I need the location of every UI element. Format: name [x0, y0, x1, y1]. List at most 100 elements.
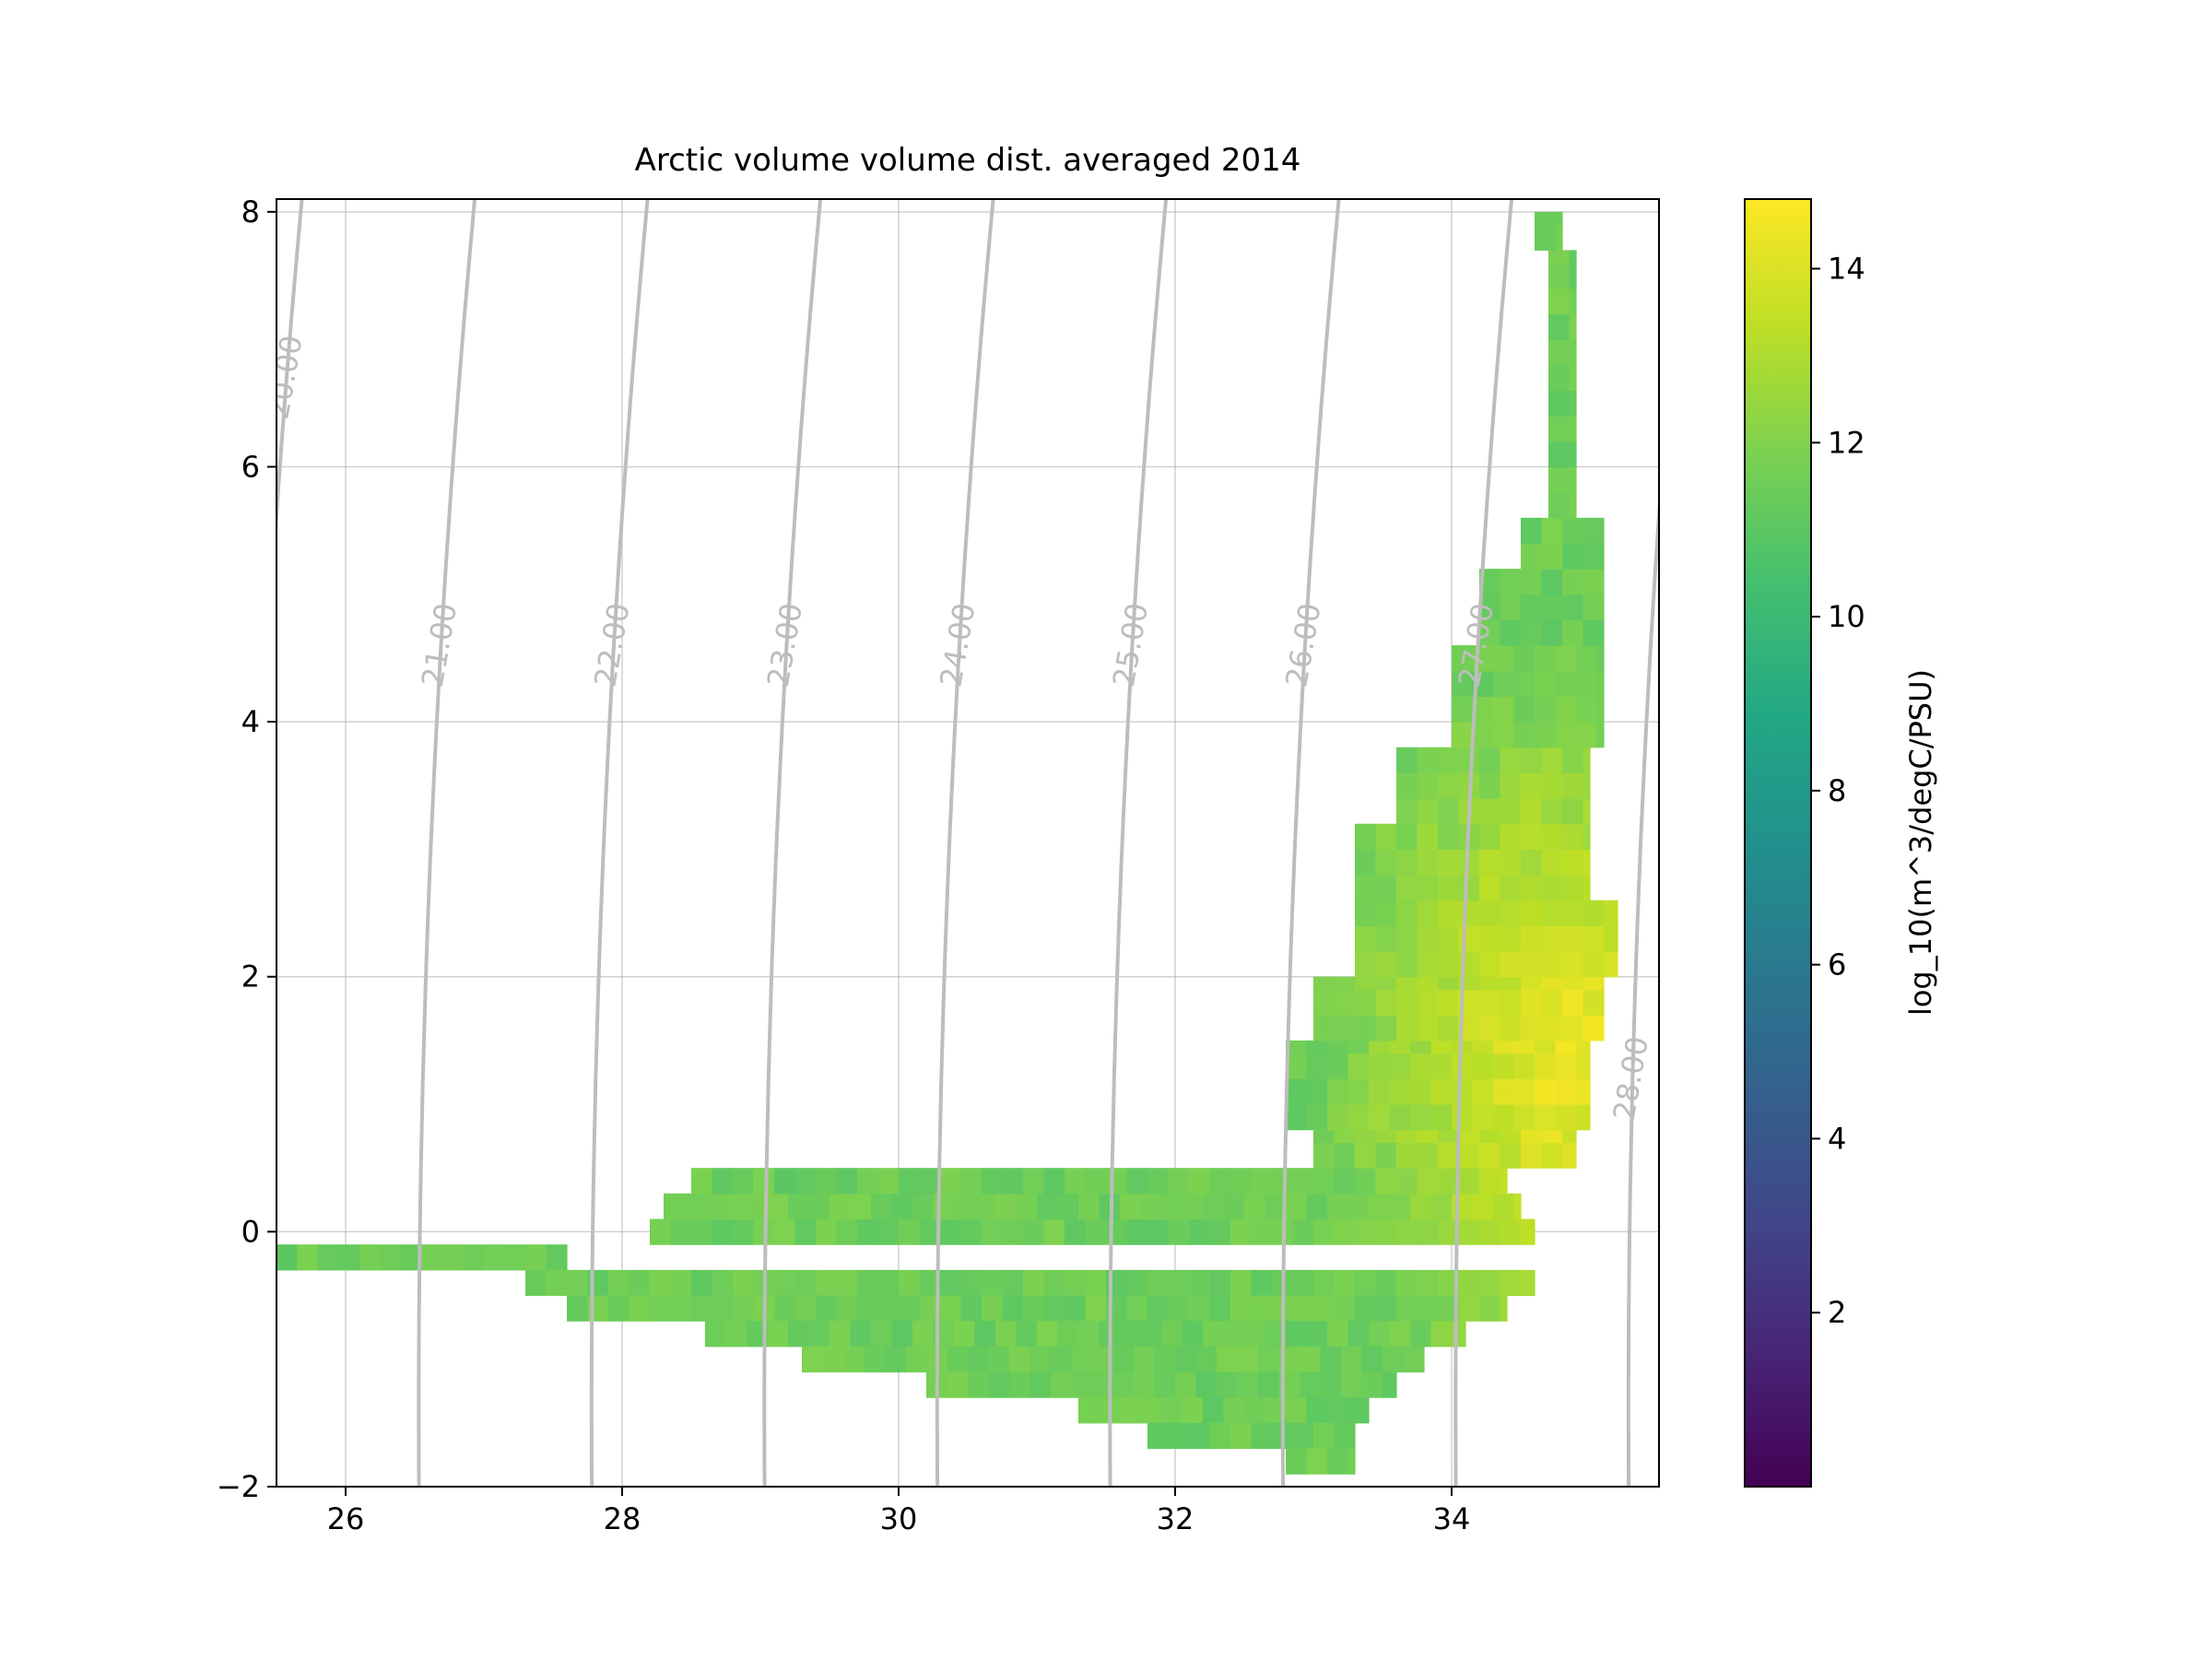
- heatmap-cell: [1334, 989, 1356, 1016]
- heatmap-cell: [857, 1269, 879, 1297]
- heatmap-cell: [960, 1218, 982, 1245]
- y-tick-label: 4: [241, 704, 260, 739]
- heatmap-cell: [1521, 989, 1543, 1016]
- heatmap-cell: [1569, 364, 1577, 392]
- heatmap-cell: [1500, 1295, 1508, 1322]
- heatmap-cell: [1555, 1053, 1577, 1079]
- heatmap-cell: [1583, 747, 1591, 774]
- heatmap-cell: [1521, 1218, 1535, 1245]
- heatmap-cell: [1430, 1321, 1453, 1347]
- heatmap-cell: [1043, 1168, 1065, 1194]
- y-axis-ticks: −2 0 2 4 6 8: [217, 194, 276, 1504]
- heatmap-cell: [857, 1168, 879, 1194]
- heatmap-cell: [1355, 1168, 1377, 1194]
- heatmap-cell: [1472, 1053, 1494, 1079]
- heatmap-cell: [1417, 1129, 1439, 1144]
- heatmap-cell: [1023, 1168, 1045, 1194]
- heatmap-cell: [1555, 645, 1577, 672]
- heatmap-cell: [1438, 976, 1460, 991]
- heatmap-cell: [1479, 1129, 1501, 1144]
- heatmap-cell: [1513, 670, 1535, 698]
- heatmap-cell: [1334, 1168, 1356, 1194]
- heatmap-cell: [1043, 1295, 1065, 1322]
- heatmap-cell: [1030, 1371, 1052, 1398]
- y-tick-label: −2: [217, 1469, 260, 1504]
- heatmap-cell: [1548, 390, 1571, 417]
- heatmap-cell: [1555, 722, 1577, 748]
- heatmap-cell: [1438, 875, 1460, 901]
- heatmap-cell: [1313, 976, 1335, 991]
- heatmap-cell: [1327, 1078, 1349, 1105]
- heatmap-cell: [1535, 224, 1557, 251]
- y-tick-label: 0: [241, 1214, 260, 1249]
- heatmap-cell: [1479, 1218, 1501, 1245]
- heatmap-cell: [1548, 288, 1571, 315]
- heatmap-cell: [1313, 989, 1335, 1016]
- heatmap-cell: [1541, 976, 1563, 991]
- heatmap-cell: [1438, 772, 1460, 799]
- heatmap-cell: [822, 1346, 844, 1373]
- heatmap-cell: [1500, 569, 1522, 595]
- heatmap-cell: [1583, 989, 1605, 1016]
- heatmap-cell: [1369, 1078, 1391, 1105]
- heatmap-cell: [1334, 1015, 1356, 1041]
- plot-frame: [276, 198, 1660, 1488]
- colorbar-tick-label: 8: [1828, 773, 1846, 808]
- heatmap-cell: [1541, 517, 1563, 545]
- heatmap-cell: [1541, 951, 1563, 978]
- heatmap-cell: [1479, 594, 1501, 621]
- heatmap-cell: [1347, 1053, 1370, 1079]
- heatmap-cell: [864, 1346, 886, 1373]
- heatmap-cell: [1396, 1142, 1418, 1169]
- heatmap-cell: [1306, 1078, 1328, 1105]
- heatmap-cell: [1493, 1053, 1515, 1079]
- heatmap-cell: [830, 1321, 852, 1347]
- heatmap-cell: [1389, 1104, 1411, 1131]
- heatmap-cell: [808, 1321, 830, 1347]
- heatmap-cell: [733, 1269, 755, 1297]
- heatmap-cell: [1452, 1104, 1474, 1131]
- heatmap-cell: [1479, 1269, 1501, 1297]
- heatmap-cell: [1493, 645, 1515, 672]
- heatmap-cell: [525, 1244, 547, 1271]
- heatmap-cell: [1355, 875, 1377, 901]
- heatmap-cell: [1375, 875, 1397, 901]
- heatmap-cell: [1292, 1295, 1314, 1322]
- heatmap-cell: [1237, 1346, 1259, 1373]
- heatmap-cell: [802, 1346, 824, 1373]
- heatmap-cell: [1389, 1321, 1411, 1347]
- heatmap-cell: [1292, 1269, 1314, 1297]
- heatmap-cell: [1051, 1371, 1073, 1398]
- heatmap-cell: [276, 1244, 299, 1271]
- x-tick-label: 30: [880, 1501, 918, 1536]
- heatmap-cell: [1361, 1371, 1383, 1398]
- heatmap-cell: [670, 1295, 692, 1322]
- heatmap-cell: [650, 1295, 672, 1322]
- heatmap-cell: [1555, 670, 1577, 698]
- heatmap-cell: [1576, 1053, 1591, 1079]
- heatmap-cell: [1313, 1269, 1335, 1297]
- density-contour-label: 20.00: [260, 333, 309, 422]
- heatmap-cell: [650, 1269, 672, 1297]
- heatmap-cell: [1375, 989, 1397, 1016]
- heatmap-cell: [1286, 1448, 1308, 1475]
- heatmap-cell: [1458, 1269, 1480, 1297]
- heatmap-cell: [691, 1269, 713, 1297]
- heatmap-cell: [1230, 1168, 1253, 1194]
- heatmap-cell: [1051, 1346, 1073, 1373]
- heatmap-cell: [1065, 1218, 1087, 1245]
- heatmap-cell: [1521, 976, 1543, 991]
- density-contour-line: [1108, 199, 1169, 1487]
- heatmap-cell: [982, 1269, 1004, 1297]
- heatmap-cell: [1355, 1015, 1377, 1041]
- heatmap-cell: [1023, 1218, 1045, 1245]
- heatmap-cell: [1479, 1142, 1501, 1169]
- heatmap-cell: [1306, 1321, 1328, 1347]
- heatmap-cell: [1085, 1269, 1107, 1297]
- heatmap-cell: [1535, 1104, 1557, 1131]
- heatmap-cell: [988, 1346, 1010, 1373]
- heatmap-cell: [1092, 1346, 1114, 1373]
- heatmap-cell: [1562, 823, 1584, 851]
- heatmap-cell: [877, 1269, 900, 1297]
- heatmap-cell: [1513, 722, 1535, 748]
